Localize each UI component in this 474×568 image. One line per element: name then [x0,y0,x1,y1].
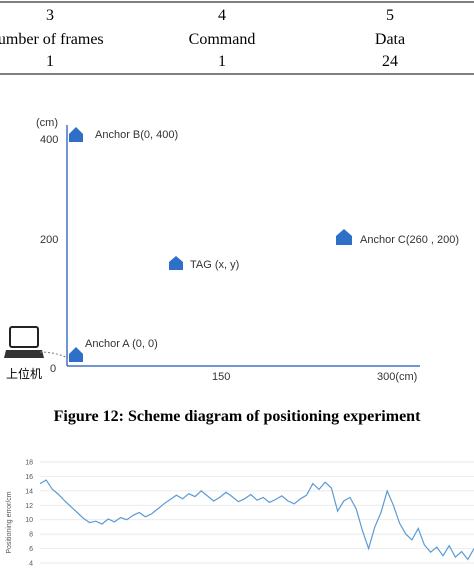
cell: 24 [382,53,398,70]
line-chart: 4 6 8 10 12 14 16 18 Positioning error/cm [6,460,474,568]
laptop-icon [4,350,44,358]
anchor-icon [336,229,352,245]
y-tick-label: 4 [29,561,33,568]
diagram: (cm) 400 200 0 150 300(cm) Anchor B(0, 4… [4,117,459,383]
caption: Figure 12: Scheme diagram of positioning… [54,408,421,425]
axis-label: 400 [40,134,58,146]
cell: 1 [218,53,226,70]
cell: Data [375,31,405,48]
y-tick-label: 14 [25,488,33,495]
node-label: Anchor B(0, 400) [95,129,178,141]
y-tick-label: 16 [25,474,33,481]
y-tick-label: 12 [25,503,33,510]
axis-label: (cm) [36,117,58,129]
anchor-icon [69,347,83,362]
cell: Number of frames [0,31,104,48]
table: 3 4 5 Number of frames Command Data 1 1 … [0,7,405,70]
cell: 3 [46,7,54,24]
y-tick-label: 8 [29,532,33,539]
laptop-icon [9,326,39,348]
cell: 5 [386,7,394,24]
y-tick-label: 10 [25,517,33,524]
node-label: TAG (x, y) [190,259,239,271]
node-label: Anchor A (0, 0) [85,338,158,350]
cell: 4 [218,7,226,24]
tag-icon [169,256,183,270]
cell: 1 [46,53,54,70]
node-label: 上位机 [6,366,42,381]
anchor-icon [69,127,83,142]
connector [39,351,69,359]
y-axis-label: Positioning error/cm [6,491,13,553]
y-tick-label: 18 [25,460,33,467]
cell: Command [189,31,256,48]
data-line [39,479,474,561]
axis-label: 150 [212,371,230,383]
axis-label: 200 [40,234,58,246]
node-label: Anchor C(260 , 200) [360,234,459,246]
axis-label: 0 [50,363,56,375]
axis-label: 300(cm) [377,371,417,383]
y-tick-label: 6 [29,546,33,553]
